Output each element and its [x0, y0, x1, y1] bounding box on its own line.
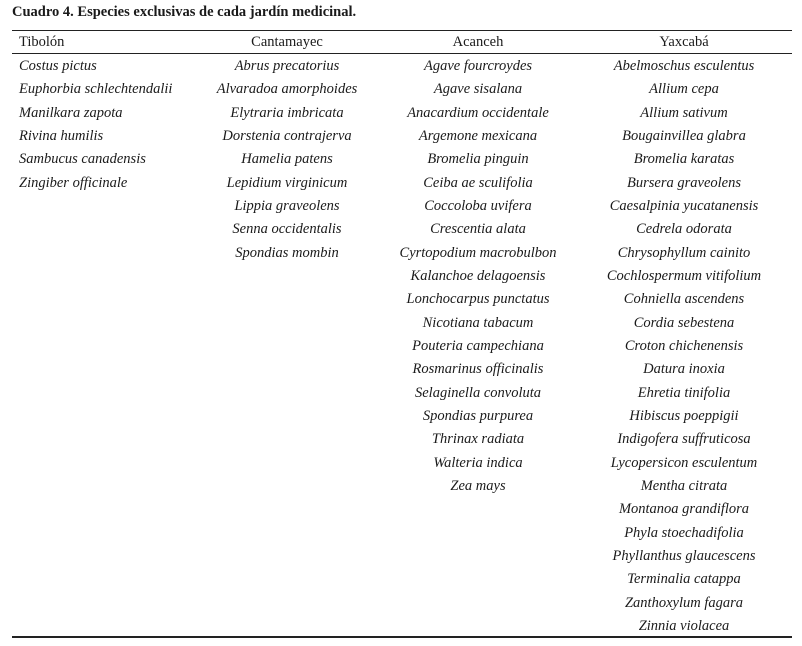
table-cell: Spondias mombin	[235, 244, 339, 261]
table-cell: Indigofera suffruticosa	[617, 431, 751, 448]
header-tibolon: Tibolón	[19, 34, 65, 50]
table-cell: Chrysophyllum cainito	[617, 244, 751, 261]
header-rule	[12, 52, 792, 54]
table-cell: Bursera graveolens	[627, 174, 741, 191]
table-cell: Costus pictus	[19, 58, 97, 74]
table-cell: Bromelia karatas	[633, 151, 735, 168]
table-cell: Dorstenia contrajerva	[222, 127, 352, 144]
table-cell: Croton chichenensis	[624, 337, 744, 354]
table-cell: Pouteria campechiana	[412, 337, 544, 354]
table-cell: Bougainvillea glabra	[622, 127, 746, 144]
table-cell: Lippia graveolens	[234, 197, 340, 214]
table-cell: Alvaradoa amorphoides	[216, 81, 358, 98]
table-cell: Allium cepa	[649, 81, 719, 98]
table-cell: Hamelia patens	[241, 151, 333, 168]
table-cell: Cordia sebestena	[633, 314, 735, 331]
table-cell: Euphorbia schlechtendalii	[19, 81, 173, 98]
table-cell: Agave fourcroydes	[423, 58, 533, 74]
table-cell: Zinnia violacea	[638, 617, 730, 634]
table-cell: Zanthoxylum fagara	[624, 594, 744, 611]
table-cell: Spondias purpurea	[422, 407, 534, 424]
table-cell: Lonchocarpus punctatus	[406, 291, 550, 308]
table-title: Cuadro 4. Especies exclusivas de cada ja…	[12, 4, 357, 20]
table-cell: Rivina humilis	[19, 127, 104, 144]
header-cantamayec: Cantamayec	[251, 34, 323, 50]
table-cell: Senna occidentalis	[232, 221, 342, 238]
table-cell: Cochlospermum vitifolium	[606, 267, 762, 284]
table-cell: Zea mays	[450, 477, 506, 494]
header-yaxcaba: Yaxcabá	[659, 34, 709, 50]
table-cell: Allium sativum	[640, 104, 728, 121]
header-acanceh: Acanceh	[452, 34, 504, 50]
table-cell: Crescentia alata	[430, 221, 526, 238]
table-cell: Coccoloba uvifera	[424, 197, 532, 214]
table-cell: Caesalpinia yucatanensis	[609, 197, 759, 214]
table-cell: Cyrtopodium macrobulbon	[399, 244, 557, 261]
table-cell: Argemone mexicana	[418, 127, 538, 144]
table-cell: Walteria indica	[433, 454, 523, 471]
table-cell: Anacardium occidentale	[407, 104, 549, 121]
table-cell: Cedrela odorata	[636, 221, 732, 238]
table-cell: Elytraria imbricata	[230, 104, 344, 121]
table-cell: Kalanchoe delagoensis	[410, 267, 546, 284]
table-cell: Terminalia catappa	[627, 571, 741, 588]
table-cell: Phyla stoechadifolia	[624, 524, 744, 541]
table-cell: Mentha citrata	[640, 477, 728, 494]
table-cell: Montanoa grandiflora	[618, 501, 750, 518]
table-cell: Cohniella ascendens	[623, 291, 745, 308]
table-cell: Ehretia tinifolia	[637, 384, 731, 401]
top-rule	[12, 29, 792, 31]
table-cell: Abelmoschus esculentus	[613, 58, 755, 74]
table-cell: Ceiba ae sculifolia	[423, 174, 533, 191]
table-cell: Lepidium virginicum	[226, 174, 348, 191]
table-cell: Zingiber officinale	[19, 174, 128, 191]
table-cell: Selaginella convoluta	[414, 384, 542, 401]
table-cell: Abrus precatorius	[234, 58, 340, 74]
table-cell: Lycopersicon esculentum	[610, 454, 758, 471]
table-cell: Nicotiana tabacum	[422, 314, 534, 331]
table-cell: Hibiscus poeppigii	[629, 407, 739, 424]
bottom-rule	[12, 636, 792, 638]
table-cell: Manilkara zapota	[19, 104, 123, 121]
table-cell: Rosmarinus officinalis	[412, 361, 544, 378]
table-cell: Thrinax radiata	[431, 431, 525, 448]
table-cell: Datura inoxia	[643, 361, 725, 378]
table-cell: Phyllanthus glaucescens	[612, 547, 756, 564]
table-cell: Agave sisalana	[433, 81, 523, 98]
table-cell: Sambucus canadensis	[19, 151, 146, 168]
table-cell: Bromelia pinguin	[427, 151, 529, 168]
